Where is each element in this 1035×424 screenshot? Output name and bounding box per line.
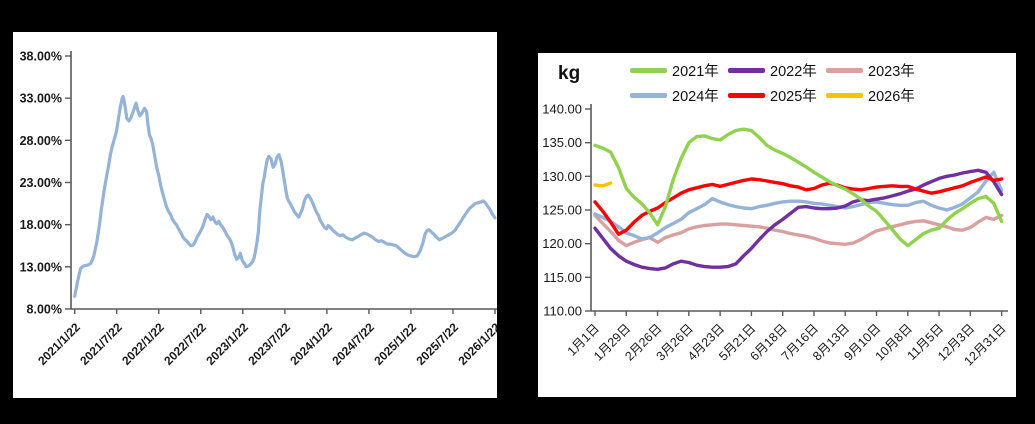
left-chart-panel: 38.00% 33.00% 28.00% 23.00% 18.00% 13.00% 8.00… bbox=[13, 32, 497, 398]
legend-swatch-icon bbox=[728, 93, 765, 98]
yearly-kg-line-chart: 140.00 135.00 130.00 125.00 120.00 115.00 110.… bbox=[542, 102, 1009, 369]
right-y-tick-label: 140.00 bbox=[542, 102, 582, 117]
legend-item-2024年: 2024年 bbox=[630, 85, 728, 106]
left-x-tick-label: 2021/7/22 bbox=[77, 320, 125, 368]
legend-item-2026年: 2026年 bbox=[826, 85, 924, 106]
legend-label: 2025年 bbox=[770, 89, 817, 105]
right-y-tick-label: 110.00 bbox=[543, 303, 582, 318]
legend-label: 2026年 bbox=[868, 89, 915, 105]
right-y-tick-label: 130.00 bbox=[542, 169, 582, 184]
ratio-line-series bbox=[73, 94, 497, 298]
year-line-series-2025年 bbox=[593, 175, 1004, 236]
chart-legend: 2021年 2022年 2023年 2024年 2025年 2026年 bbox=[630, 58, 924, 108]
legend-swatch-icon bbox=[630, 93, 667, 98]
percentage-line-chart: 38.00% 33.00% 28.00% 23.00% 18.00% 13.00% 8.00… bbox=[20, 50, 497, 368]
left-y-tick-label: 33.00% bbox=[20, 92, 62, 106]
left-x-tick-label: 2021/1/22 bbox=[35, 320, 83, 368]
right-chart-panel: kg 2021年 2022年 2023年 2024年 2025年 2026年 140.00… bbox=[538, 53, 1016, 397]
year-line-series-2021年 bbox=[593, 127, 1004, 248]
year-line-series-2024年 bbox=[593, 170, 1004, 241]
legend-swatch-icon bbox=[826, 68, 863, 73]
right-y-tick-label: 120.00 bbox=[542, 236, 582, 251]
legend-item-2025年: 2025年 bbox=[728, 85, 826, 106]
left-x-tick-label: 2026/1/22 bbox=[455, 320, 497, 368]
left-y-tick-label: 8.00% bbox=[27, 302, 62, 316]
right-y-tick-label: 125.00 bbox=[542, 202, 582, 217]
left-y-tick-label: 28.00% bbox=[20, 134, 62, 148]
legend-row: 2024年 2025年 2026年 bbox=[630, 83, 924, 108]
left-y-tick-label: 18.00% bbox=[20, 218, 62, 232]
left-x-tick-label: 2023/1/22 bbox=[203, 320, 251, 368]
legend-item-2023年: 2023年 bbox=[826, 60, 924, 81]
left-x-tick-label: 2025/1/22 bbox=[371, 320, 419, 368]
legend-item-2021年: 2021年 bbox=[630, 60, 728, 81]
legend-item-2022年: 2022年 bbox=[728, 60, 826, 81]
left-y-tick-label: 38.00% bbox=[20, 50, 62, 64]
left-x-tick-label: 2023/7/22 bbox=[245, 320, 293, 368]
left-x-tick-label: 2022/7/22 bbox=[161, 320, 209, 368]
legend-swatch-icon bbox=[728, 68, 765, 73]
year-line-series-2026年 bbox=[593, 181, 613, 188]
y-axis-unit-label: kg bbox=[558, 63, 581, 84]
legend-label: 2021年 bbox=[672, 64, 719, 80]
legend-row: 2021年 2022年 2023年 bbox=[630, 58, 924, 83]
left-x-tick-label: 2024/7/22 bbox=[329, 320, 377, 368]
year-line-series-2022年 bbox=[593, 168, 1004, 272]
left-x-tick-label: 2025/7/22 bbox=[413, 320, 461, 368]
legend-swatch-icon bbox=[826, 93, 863, 98]
left-x-tick-label: 2022/1/22 bbox=[119, 320, 167, 368]
left-y-tick-label: 23.00% bbox=[20, 176, 62, 190]
left-y-tick-label: 13.00% bbox=[20, 260, 62, 274]
right-y-tick-label: 115.00 bbox=[543, 270, 582, 285]
legend-swatch-icon bbox=[630, 68, 667, 73]
right-y-tick-label: 135.00 bbox=[542, 135, 582, 150]
legend-label: 2022年 bbox=[770, 64, 817, 80]
legend-label: 2023年 bbox=[868, 64, 915, 80]
year-line-series-2023年 bbox=[593, 213, 1004, 248]
legend-label: 2024年 bbox=[672, 89, 719, 105]
left-x-tick-label: 2024/1/22 bbox=[287, 320, 335, 368]
